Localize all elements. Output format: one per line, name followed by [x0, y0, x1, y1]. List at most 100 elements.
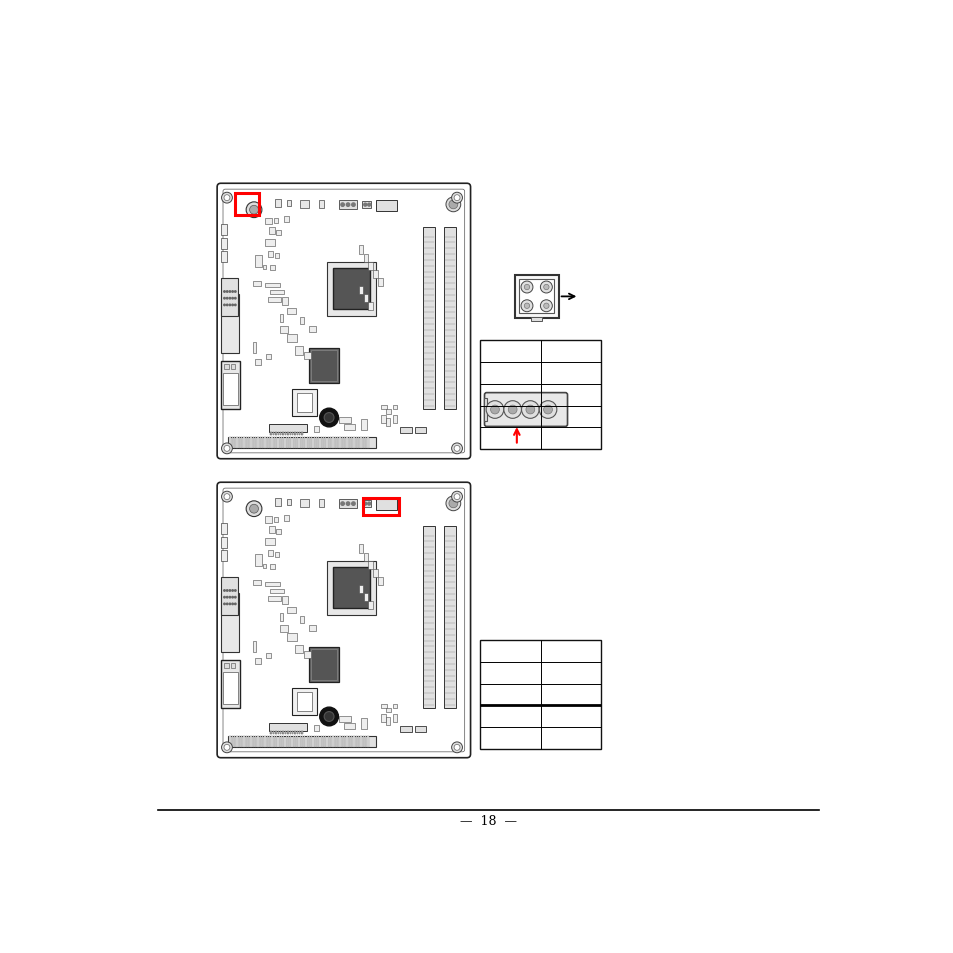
- Bar: [264, 737, 266, 747]
- Bar: [368, 303, 373, 311]
- Bar: [233, 438, 235, 448]
- Bar: [330, 737, 331, 747]
- Circle shape: [229, 298, 231, 299]
- Bar: [243, 737, 244, 747]
- Bar: [362, 737, 363, 747]
- Bar: [385, 718, 390, 725]
- Bar: [265, 582, 279, 587]
- Bar: [338, 499, 357, 508]
- Bar: [270, 266, 274, 271]
- Bar: [283, 433, 284, 436]
- Circle shape: [224, 305, 225, 306]
- Bar: [276, 732, 277, 735]
- Bar: [330, 438, 331, 448]
- Bar: [393, 704, 397, 709]
- Bar: [248, 737, 249, 747]
- Bar: [262, 564, 266, 568]
- Bar: [378, 578, 383, 585]
- Circle shape: [538, 401, 557, 419]
- Circle shape: [221, 492, 233, 502]
- Circle shape: [503, 401, 521, 419]
- Circle shape: [363, 502, 366, 505]
- Bar: [278, 438, 279, 448]
- Bar: [344, 438, 345, 448]
- Bar: [265, 218, 273, 225]
- Bar: [275, 530, 280, 535]
- Bar: [253, 641, 256, 653]
- Bar: [385, 708, 391, 713]
- Bar: [287, 634, 296, 641]
- Bar: [265, 538, 274, 545]
- Bar: [257, 737, 258, 747]
- Circle shape: [486, 401, 503, 419]
- Bar: [279, 314, 282, 323]
- Bar: [301, 737, 303, 747]
- Bar: [282, 597, 288, 604]
- Bar: [238, 438, 240, 448]
- Bar: [363, 594, 368, 601]
- Circle shape: [224, 744, 230, 751]
- Circle shape: [454, 446, 459, 452]
- Bar: [269, 737, 270, 747]
- Bar: [254, 737, 256, 747]
- Bar: [283, 516, 289, 521]
- Bar: [266, 355, 271, 359]
- Bar: [264, 438, 266, 448]
- Bar: [262, 737, 263, 747]
- Bar: [287, 201, 291, 207]
- Bar: [275, 438, 277, 448]
- Bar: [333, 269, 370, 310]
- Bar: [367, 737, 368, 747]
- Bar: [363, 294, 368, 303]
- Circle shape: [454, 495, 459, 500]
- Bar: [294, 737, 295, 747]
- Bar: [355, 438, 356, 448]
- Bar: [309, 349, 338, 383]
- Bar: [385, 418, 390, 426]
- Circle shape: [229, 590, 231, 592]
- Bar: [220, 362, 240, 410]
- Bar: [362, 500, 371, 508]
- Bar: [241, 737, 242, 747]
- Bar: [292, 689, 316, 716]
- Bar: [385, 410, 391, 414]
- Bar: [341, 737, 342, 747]
- Bar: [287, 335, 296, 343]
- Circle shape: [367, 502, 371, 505]
- Bar: [287, 309, 295, 314]
- Bar: [375, 200, 396, 212]
- Bar: [360, 718, 367, 729]
- Circle shape: [508, 406, 517, 415]
- Bar: [300, 433, 301, 436]
- Bar: [318, 438, 319, 448]
- Bar: [300, 732, 301, 735]
- Bar: [265, 240, 274, 247]
- Bar: [332, 438, 334, 448]
- Circle shape: [224, 603, 225, 605]
- Bar: [294, 645, 302, 654]
- Circle shape: [226, 597, 228, 598]
- Bar: [265, 517, 273, 524]
- Bar: [400, 428, 411, 434]
- Circle shape: [520, 300, 533, 313]
- Bar: [278, 433, 279, 436]
- Circle shape: [319, 409, 338, 428]
- Bar: [336, 737, 337, 747]
- Circle shape: [232, 292, 233, 293]
- Circle shape: [521, 401, 538, 419]
- Bar: [363, 554, 368, 561]
- Bar: [265, 283, 279, 288]
- Circle shape: [454, 744, 459, 751]
- Bar: [378, 279, 383, 287]
- Circle shape: [346, 502, 350, 506]
- Circle shape: [524, 304, 529, 309]
- Bar: [288, 433, 289, 436]
- Circle shape: [232, 298, 233, 299]
- Bar: [276, 433, 277, 436]
- Bar: [320, 438, 321, 448]
- Bar: [514, 275, 558, 318]
- Circle shape: [449, 201, 457, 210]
- Bar: [362, 438, 363, 448]
- Circle shape: [451, 193, 462, 204]
- Bar: [224, 663, 229, 669]
